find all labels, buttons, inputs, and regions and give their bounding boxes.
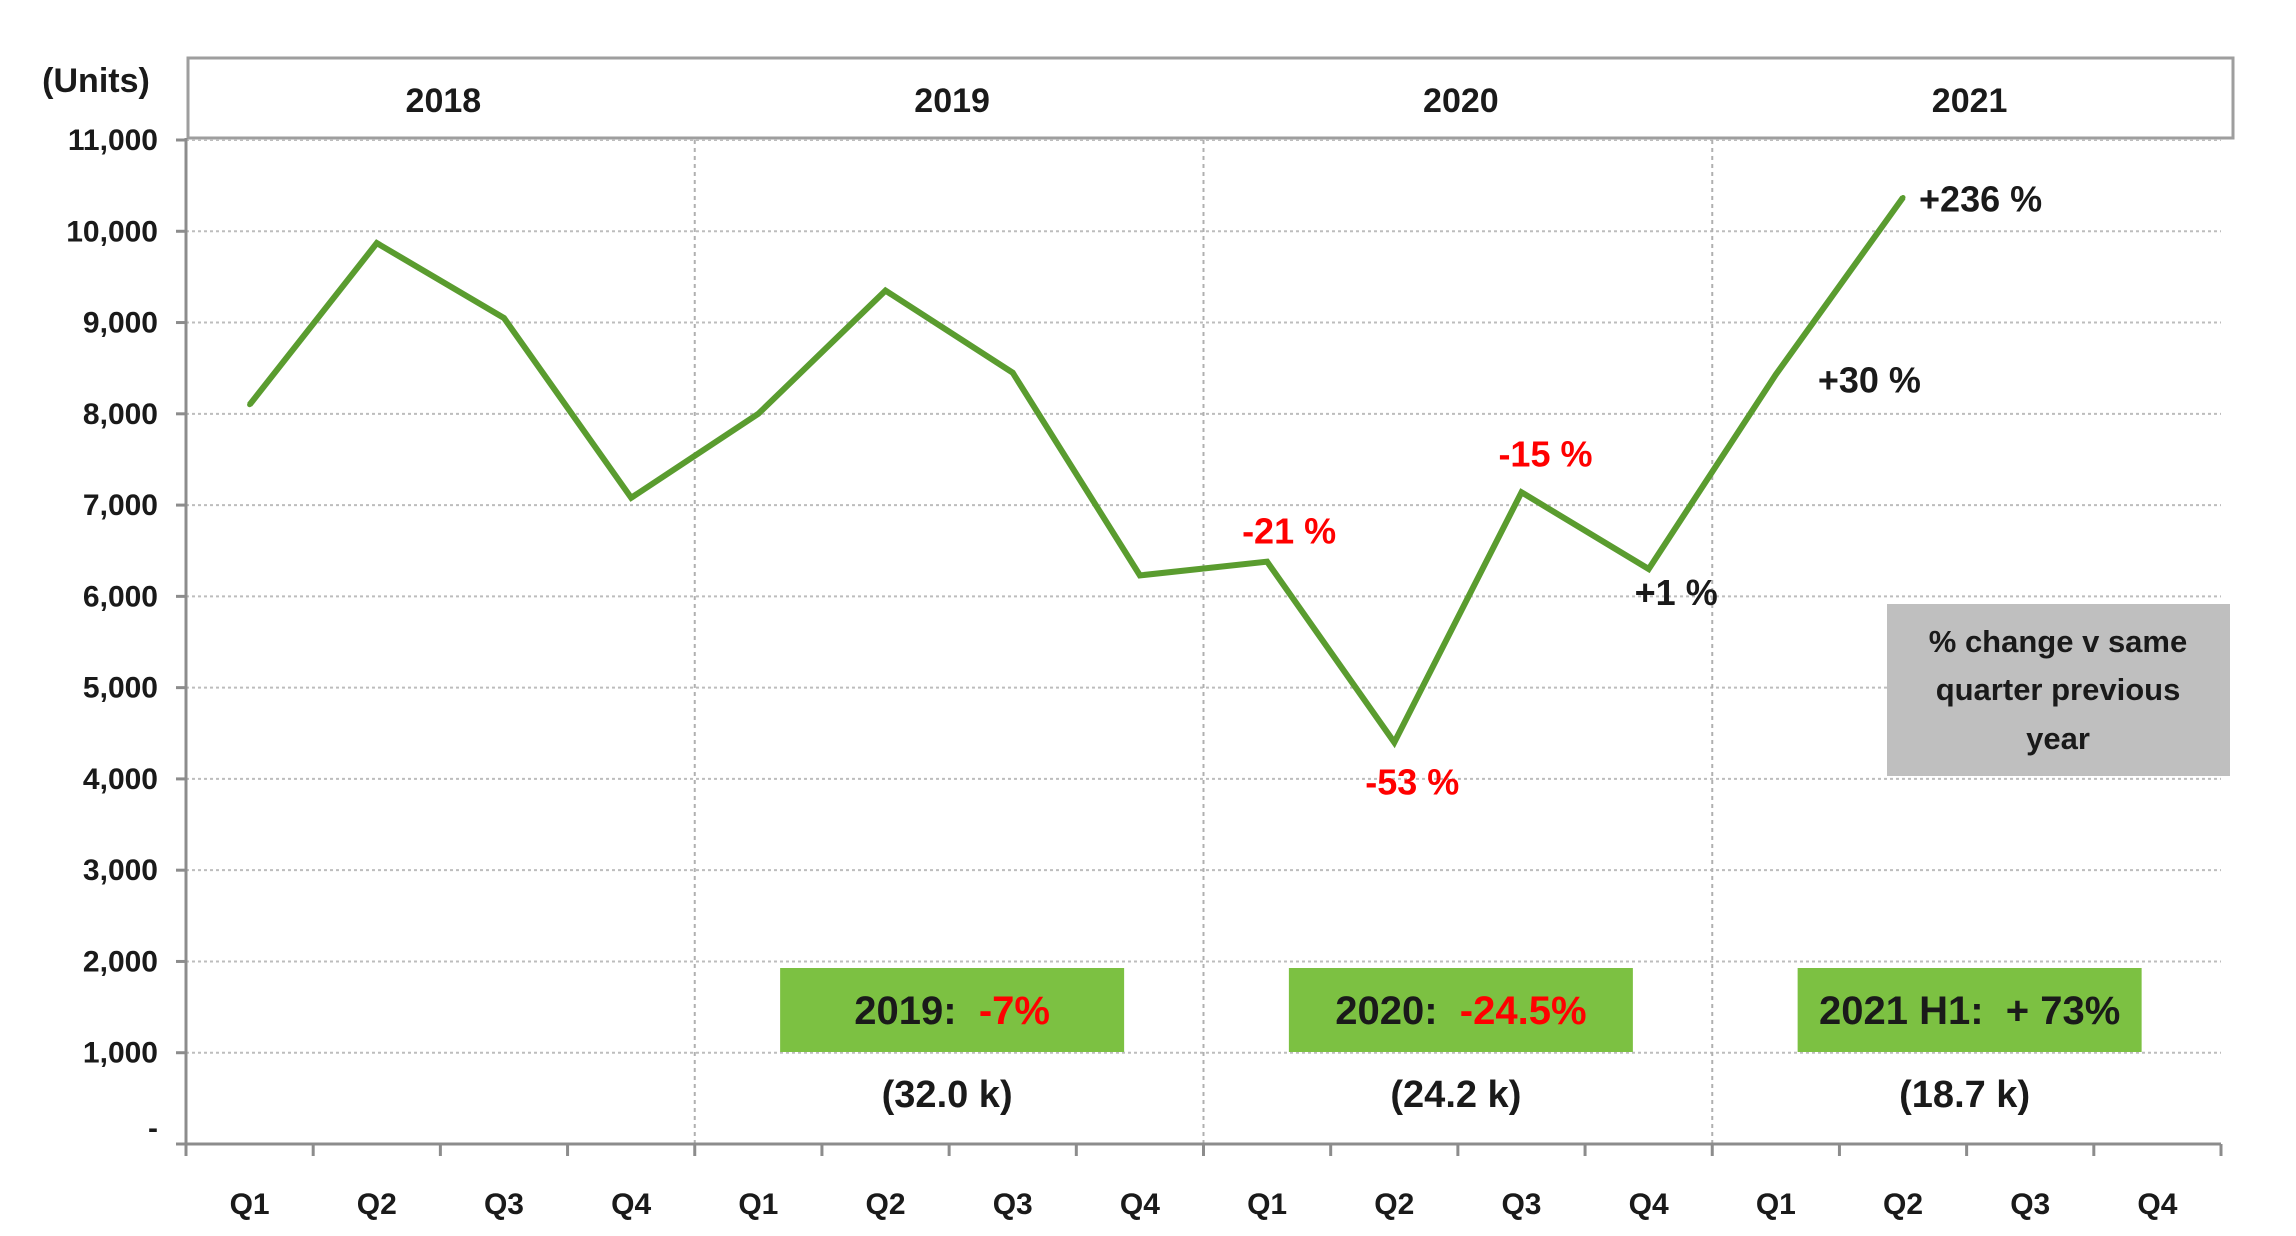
x-tick-label-0: Q1	[230, 1188, 270, 1221]
data-point-13	[1900, 195, 1906, 201]
x-tick-label-7: Q4	[1120, 1188, 1160, 1221]
legend-note-line-1: % change v same	[1929, 624, 2187, 659]
x-tick-label-8: Q1	[1247, 1188, 1287, 1221]
summary-text-0: 2019: -7%	[854, 989, 1050, 1033]
y-tick-label-7: 7,000	[83, 489, 158, 522]
summary-change-2: + 73%	[2006, 989, 2121, 1033]
summary-label-1: 2020:	[1335, 989, 1460, 1033]
x-tick-label-13: Q2	[1883, 1188, 1923, 1221]
x-tick-label-6: Q3	[993, 1188, 1033, 1221]
annotations: -21 % -53 % -15 % +1 % +30 % +236 %	[1242, 179, 2042, 803]
series-lines	[247, 195, 1906, 749]
y-tick-label-4: 4,000	[83, 763, 158, 796]
data-point-7	[1137, 572, 1143, 578]
x-tick-label-2: Q3	[484, 1188, 524, 1221]
x-tick-label-10: Q3	[1501, 1188, 1541, 1221]
x-tick-label-12: Q1	[1756, 1188, 1796, 1221]
legend-note: % change v same quarter previous year	[1887, 604, 2230, 776]
series-line-0	[247, 195, 1906, 749]
data-point-11	[1646, 566, 1652, 572]
y-tick-label-2: 2,000	[83, 945, 158, 978]
summary-box-0	[780, 968, 1125, 1052]
year-summaries: 2019: -7% (32.0 k) 2020: -24.5% (24.2 k) 202…	[780, 968, 2142, 1116]
y-tick-label-0: -	[148, 1112, 158, 1145]
year-label-2020: 2020	[1423, 82, 1499, 120]
y-tick-label-10: 10,000	[66, 215, 158, 248]
year-label-2019: 2019	[914, 82, 990, 120]
annotation-10: -15 %	[1498, 433, 1592, 474]
x-tick-label-3: Q4	[611, 1188, 651, 1221]
y-tick-label-11: 11,000	[68, 124, 158, 157]
x-tick-label-5: Q2	[866, 1188, 906, 1221]
year-label-2018: 2018	[406, 82, 482, 120]
year-label-2021: 2021	[1932, 82, 2008, 120]
summary-box-1	[1288, 968, 1633, 1052]
data-point-1	[374, 240, 380, 246]
data-point-8	[1264, 559, 1270, 565]
x-tick-label-15: Q4	[2137, 1188, 2177, 1221]
y-tick-label-1: 1,000	[83, 1037, 158, 1070]
data-point-9	[1391, 739, 1397, 745]
summary-label-2: 2021 H1:	[1819, 989, 2006, 1033]
y-tick-label-6: 6,000	[83, 580, 158, 613]
y-tick-label-8: 8,000	[83, 398, 158, 431]
x-tick-label-4: Q1	[738, 1188, 778, 1221]
annotation-8: -21 %	[1242, 511, 1336, 552]
x-tick-label-9: Q2	[1374, 1188, 1414, 1221]
legend-note-line-3: year	[2026, 721, 2090, 756]
y-tick-label-5: 5,000	[83, 672, 158, 705]
x-tick-label-11: Q4	[1629, 1188, 1669, 1221]
axes	[176, 138, 2223, 1156]
annotation-13: +236 %	[1919, 179, 2042, 220]
data-point-4	[755, 411, 761, 417]
summary-label-0: 2019:	[854, 989, 979, 1033]
data-point-6	[1010, 370, 1016, 376]
x-tick-label-14: Q3	[2010, 1188, 2050, 1221]
summary-box-2	[1797, 968, 2142, 1052]
summary-total-2: (18.7 k)	[1899, 1074, 2030, 1116]
y-tick-label-9: 9,000	[83, 307, 158, 340]
annotation-9: -53 %	[1365, 761, 1459, 802]
summary-text-1: 2020: -24.5%	[1335, 989, 1586, 1033]
legend-note-box	[1887, 604, 2230, 776]
x-tick-label-1: Q2	[357, 1188, 397, 1221]
data-point-12	[1773, 372, 1779, 378]
y-tick-label-3: 3,000	[83, 854, 158, 887]
summary-change-1: -24.5%	[1460, 989, 1587, 1033]
y-axis-title: (Units)	[42, 62, 150, 100]
y-tick-labels: - 1,000 2,000 3,000 4,000 5,000 6,000 7,000 8,00…	[66, 124, 158, 1145]
data-point-10	[1518, 489, 1524, 495]
data-point-0	[247, 402, 253, 408]
annotation-12: +30 %	[1818, 360, 1921, 401]
legend-note-line-2: quarter previous	[1936, 672, 2181, 707]
data-point-3	[628, 495, 634, 501]
summary-total-0: (32.0 k)	[882, 1074, 1013, 1116]
summary-text-2: 2021 H1: + 73%	[1819, 989, 2120, 1033]
summary-change-0: -7%	[979, 989, 1050, 1033]
data-point-2	[501, 315, 507, 321]
data-point-5	[883, 288, 889, 294]
summary-total-1: (24.2 k)	[1390, 1074, 1521, 1116]
x-tick-labels: Q1 Q2 Q3 Q4 Q1 Q2 Q3 Q4 Q1 Q2 Q3 Q4 Q1 Q2 Q3 Q4	[230, 1188, 2178, 1221]
annotation-11: +1 %	[1635, 572, 1718, 613]
year-header-frame	[186, 56, 2235, 140]
year-labels: 2018 2019 2020 2021	[406, 82, 2008, 120]
